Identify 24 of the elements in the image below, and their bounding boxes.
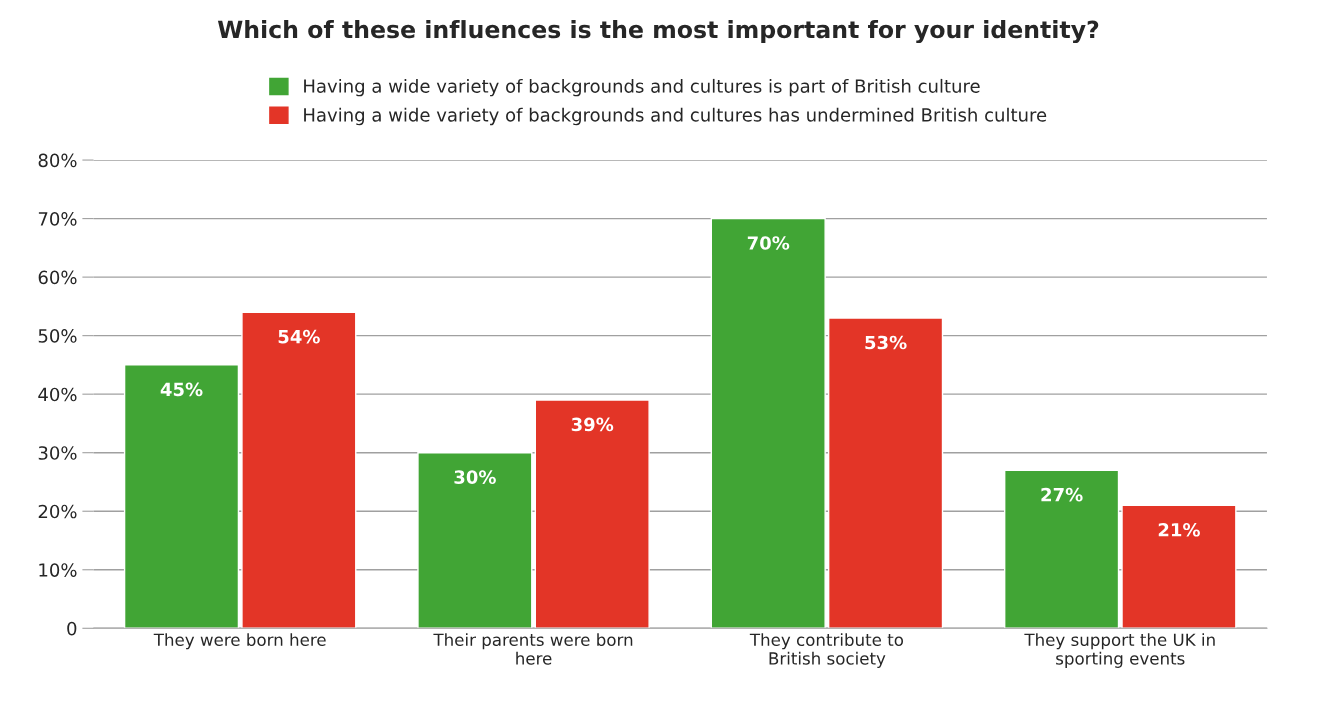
- data-label: 39%: [571, 417, 614, 432]
- data-label: 53%: [865, 335, 907, 350]
- legend-label: Having a wide variety of backgrounds and cultures has undermined British culture: [304, 107, 1047, 126]
- data-label: 30%: [454, 470, 496, 484]
- y-tick-label: 60%: [38, 270, 77, 285]
- legend-label: Having a wide variety of backgrounds and cultures is part of British culture: [304, 78, 980, 97]
- x-tick-label: Their parents were born here: [433, 633, 633, 665]
- y-tick-label: 40%: [38, 387, 77, 402]
- y-tick-label: 20%: [38, 504, 77, 519]
- data-label: 70%: [747, 236, 790, 250]
- data-label: 27%: [1041, 487, 1083, 502]
- x-tick-label: They were born here: [153, 633, 326, 650]
- y-tick-label: 50%: [38, 329, 77, 343]
- y-tick-label: 0: [67, 621, 77, 636]
- data-label: 21%: [1158, 522, 1200, 537]
- y-tick-label: 30%: [38, 446, 77, 460]
- data-label: 54%: [278, 329, 320, 344]
- y-tick-label: 80%: [38, 153, 77, 168]
- x-tick-label: They contribute to British society: [749, 633, 904, 668]
- y-tick-label: 70%: [38, 212, 77, 226]
- chart-title: Which of these influences is the most important for your identity?: [217, 20, 1099, 44]
- y-tick-label: 10%: [39, 563, 77, 577]
- x-tick-label: They support the UK in sporting events: [1024, 633, 1215, 668]
- data-label: 45%: [160, 382, 203, 397]
